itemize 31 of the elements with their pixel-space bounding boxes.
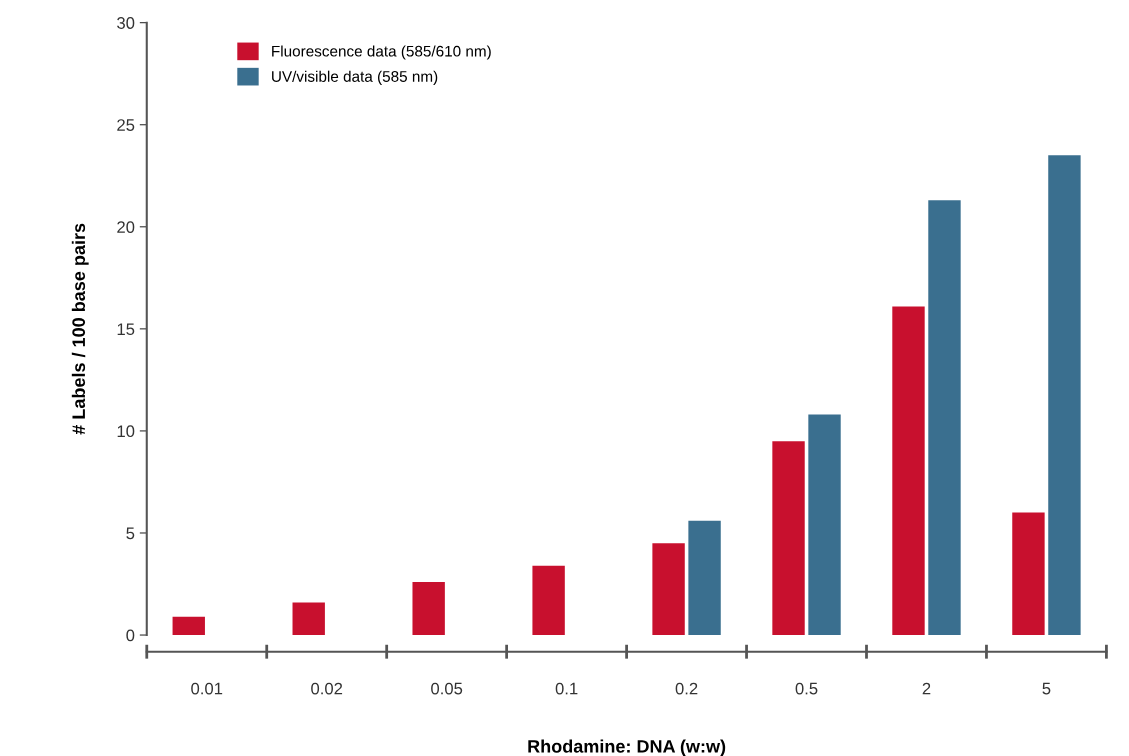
bar bbox=[772, 441, 805, 636]
y-tick-label: 0 bbox=[126, 629, 135, 642]
x-tick-label: 0.05 bbox=[431, 682, 463, 695]
bar bbox=[1048, 155, 1081, 636]
y-tick-label: 30 bbox=[117, 17, 135, 29]
x-tick-label: 5 bbox=[1042, 682, 1051, 695]
bar bbox=[688, 520, 721, 636]
bar bbox=[292, 602, 325, 636]
bar bbox=[532, 565, 565, 636]
y-axis-title: # Labels / 100 base pairs bbox=[71, 223, 89, 435]
y-tick-label: 25 bbox=[117, 119, 135, 131]
bar bbox=[892, 306, 925, 636]
x-tick-label: 0.2 bbox=[675, 682, 698, 695]
x-tick-label: 0.01 bbox=[191, 682, 223, 695]
x-tick-label: 0.1 bbox=[555, 682, 578, 695]
bar bbox=[412, 581, 445, 636]
y-tick-label: 5 bbox=[126, 527, 135, 540]
x-tick-label: 0.5 bbox=[795, 682, 818, 695]
y-tick-label: 20 bbox=[117, 221, 135, 233]
x-axis-title: Rhodamine: DNA (w:w) bbox=[528, 739, 726, 756]
y-tick-label: 15 bbox=[117, 323, 135, 336]
bar bbox=[652, 543, 685, 636]
x-tick-label: 0.02 bbox=[311, 682, 343, 695]
legend-label: UV/visible data (585 nm) bbox=[272, 70, 438, 85]
bar bbox=[808, 414, 841, 636]
bar bbox=[172, 616, 205, 636]
x-tick-label: 2 bbox=[922, 682, 931, 695]
y-tick-label: 10 bbox=[117, 425, 135, 438]
bar bbox=[1012, 512, 1045, 636]
legend-label: Fluorescence data (585/610 nm) bbox=[272, 45, 491, 60]
bar bbox=[928, 200, 961, 636]
